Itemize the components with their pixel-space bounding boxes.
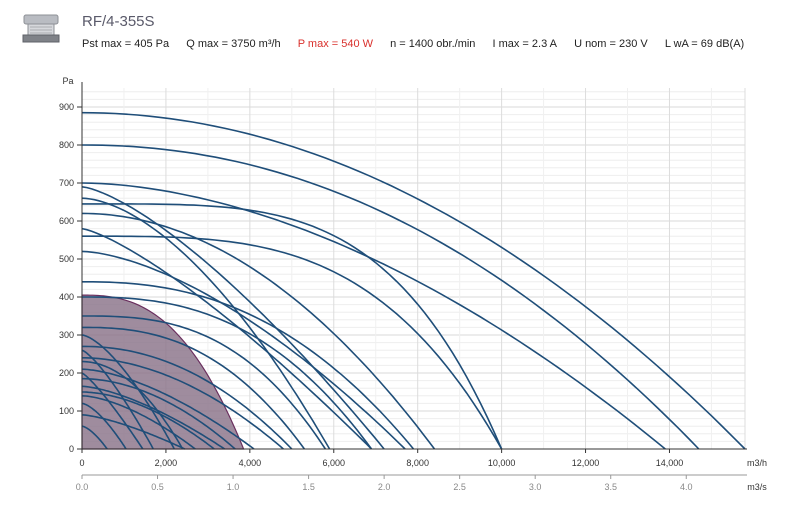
x-tick-label: 10,000 bbox=[488, 458, 516, 468]
x-tick-label: 0 bbox=[79, 458, 84, 468]
performance-curve[interactable] bbox=[81, 227, 373, 450]
performance-curve[interactable] bbox=[81, 368, 255, 450]
spec-sound-power: L wA = 69 dB(A) bbox=[664, 38, 745, 50]
x-axis-unit: m3/h bbox=[747, 458, 767, 468]
y-tick-label: 700 bbox=[59, 178, 74, 188]
x-tick-label: 14,000 bbox=[656, 458, 684, 468]
y-tick-label: 300 bbox=[59, 330, 74, 340]
x-tick-label: 8,000 bbox=[406, 458, 429, 468]
performance-curve[interactable] bbox=[81, 111, 746, 450]
spec-current-max: I max = 2.3 A bbox=[492, 38, 557, 50]
performance-curve[interactable] bbox=[81, 395, 196, 450]
x2-tick-label: 0.5 bbox=[151, 482, 164, 492]
performance-curve[interactable] bbox=[81, 385, 226, 450]
x2-tick-label: 4.0 bbox=[680, 482, 693, 492]
performance-curve[interactable] bbox=[82, 425, 108, 450]
performance-curve[interactable] bbox=[81, 250, 406, 450]
spec-speed: n = 1400 obr./min bbox=[390, 38, 476, 50]
performance-curve[interactable] bbox=[81, 182, 666, 450]
performance-curve[interactable] bbox=[81, 197, 331, 450]
chart-axes: 0 100 200 300 400 500 600 700 800 900 Pa 0 2,000 4,00… bbox=[59, 76, 767, 492]
spec-power-max: P max = 540 W bbox=[297, 38, 374, 50]
spec-pressure-max: Pst max = 405 Pa bbox=[82, 38, 170, 50]
x2-tick-label: 0.0 bbox=[76, 482, 89, 492]
x2-axis-unit: m3/s bbox=[747, 482, 767, 492]
performance-curve[interactable] bbox=[81, 349, 154, 450]
curve-series bbox=[81, 111, 746, 450]
performance-curve[interactable] bbox=[82, 377, 236, 450]
spec-list: Pst max = 405 Pa Q max = 3750 m³/h P max… bbox=[82, 38, 758, 50]
y-tick-label: 100 bbox=[59, 406, 74, 416]
performance-curve[interactable] bbox=[82, 326, 306, 450]
x-tick-label: 2,000 bbox=[155, 458, 178, 468]
chart-header: RF/4-355S Pst max = 405 Pa Q max = 3750 … bbox=[0, 0, 805, 60]
x2-tick-label: 3.5 bbox=[604, 482, 617, 492]
performance-curve[interactable] bbox=[82, 315, 327, 450]
performance-curve[interactable] bbox=[81, 372, 144, 450]
x2-tick-label: 3.0 bbox=[529, 482, 542, 492]
performance-curve[interactable] bbox=[82, 281, 415, 450]
fan-performance-chart: 0 100 200 300 400 500 600 700 800 900 Pa 0 2,000 4,00… bbox=[59, 76, 767, 492]
y-tick-label: 600 bbox=[59, 216, 74, 226]
performance-curve[interactable] bbox=[82, 235, 503, 450]
performance-curve[interactable] bbox=[82, 203, 503, 450]
x2-tick-label: 1.0 bbox=[227, 482, 240, 492]
performance-curve[interactable] bbox=[81, 414, 186, 450]
y-tick-label: 200 bbox=[59, 368, 74, 378]
y-tick-label: 0 bbox=[69, 444, 74, 454]
spec-voltage: U nom = 230 V bbox=[574, 38, 648, 50]
product-title: RF/4-355S bbox=[82, 13, 155, 30]
y-tick-label: 900 bbox=[59, 102, 74, 112]
y-tick-label: 500 bbox=[59, 254, 74, 264]
x2-tick-label: 1.5 bbox=[302, 482, 315, 492]
x-tick-label: 6,000 bbox=[323, 458, 346, 468]
performance-curve[interactable] bbox=[81, 334, 176, 450]
roof-fan-product-image bbox=[22, 14, 60, 43]
spec-flow-max: Q max = 3750 m³/h bbox=[186, 38, 281, 50]
performance-curve[interactable] bbox=[81, 186, 385, 450]
performance-curve[interactable] bbox=[82, 296, 373, 450]
y-tick-label: 400 bbox=[59, 292, 74, 302]
x-tick-label: 12,000 bbox=[572, 458, 600, 468]
performance-curve[interactable] bbox=[82, 345, 293, 450]
x-tick-label: 4,000 bbox=[239, 458, 262, 468]
x2-tick-label: 2.0 bbox=[378, 482, 391, 492]
x2-tick-label: 2.5 bbox=[453, 482, 466, 492]
performance-curve[interactable] bbox=[81, 402, 127, 450]
y-axis-unit: Pa bbox=[62, 76, 73, 86]
performance-curve[interactable] bbox=[81, 144, 700, 450]
performance-curve[interactable] bbox=[82, 360, 184, 450]
y-tick-label: 800 bbox=[59, 140, 74, 150]
